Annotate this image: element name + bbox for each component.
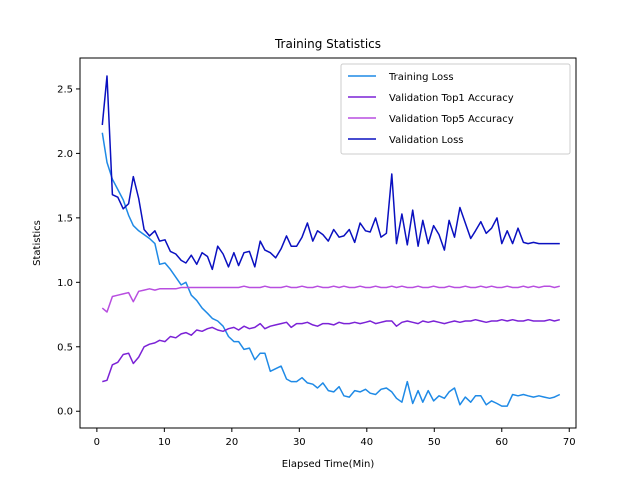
x-axis: 0 10 20 30 40 50 60 70 [94, 428, 576, 448]
y-tick-label: 0.5 [57, 342, 73, 353]
y-tick-label: 2.5 [57, 84, 73, 95]
y-axis: 0.0 0.5 1.0 1.5 2.0 2.5 [57, 84, 80, 418]
x-tick-label: 20 [225, 437, 238, 448]
x-tick-label: 40 [360, 437, 373, 448]
legend: Training Loss Validation Top1 Accuracy Val… [340, 63, 571, 155]
x-tick-label: 60 [495, 437, 508, 448]
y-axis-label: Statistics [32, 220, 43, 266]
plot-area [101, 75, 561, 407]
legend-label: Validation Loss [389, 135, 464, 146]
legend-box [340, 63, 571, 155]
legend-label: Training Loss [388, 72, 454, 83]
series-line-validation-loss [101, 75, 560, 271]
x-tick-label: 0 [94, 437, 100, 448]
y-tick-label: 1.5 [57, 213, 73, 224]
series-line-training-loss [101, 132, 561, 407]
x-tick-label: 70 [563, 437, 576, 448]
series-line-validation-top1-accuracy [102, 318, 560, 383]
x-tick-label: 30 [293, 437, 306, 448]
y-tick-label: 0.0 [57, 407, 73, 418]
x-tick-label: 50 [428, 437, 441, 448]
legend-label: Validation Top1 Accuracy [389, 93, 514, 104]
series-line-validation-top5-accuracy [101, 285, 560, 313]
x-axis-label: Elapsed Time(Min) [282, 459, 375, 470]
plot-frame [79, 57, 577, 429]
y-tick-label: 2.0 [57, 149, 73, 160]
legend-label: Validation Top5 Accuracy [389, 114, 514, 125]
x-tick-label: 10 [158, 437, 171, 448]
chart-title: Training Statistics [274, 37, 381, 51]
y-tick-label: 1.0 [57, 278, 73, 289]
